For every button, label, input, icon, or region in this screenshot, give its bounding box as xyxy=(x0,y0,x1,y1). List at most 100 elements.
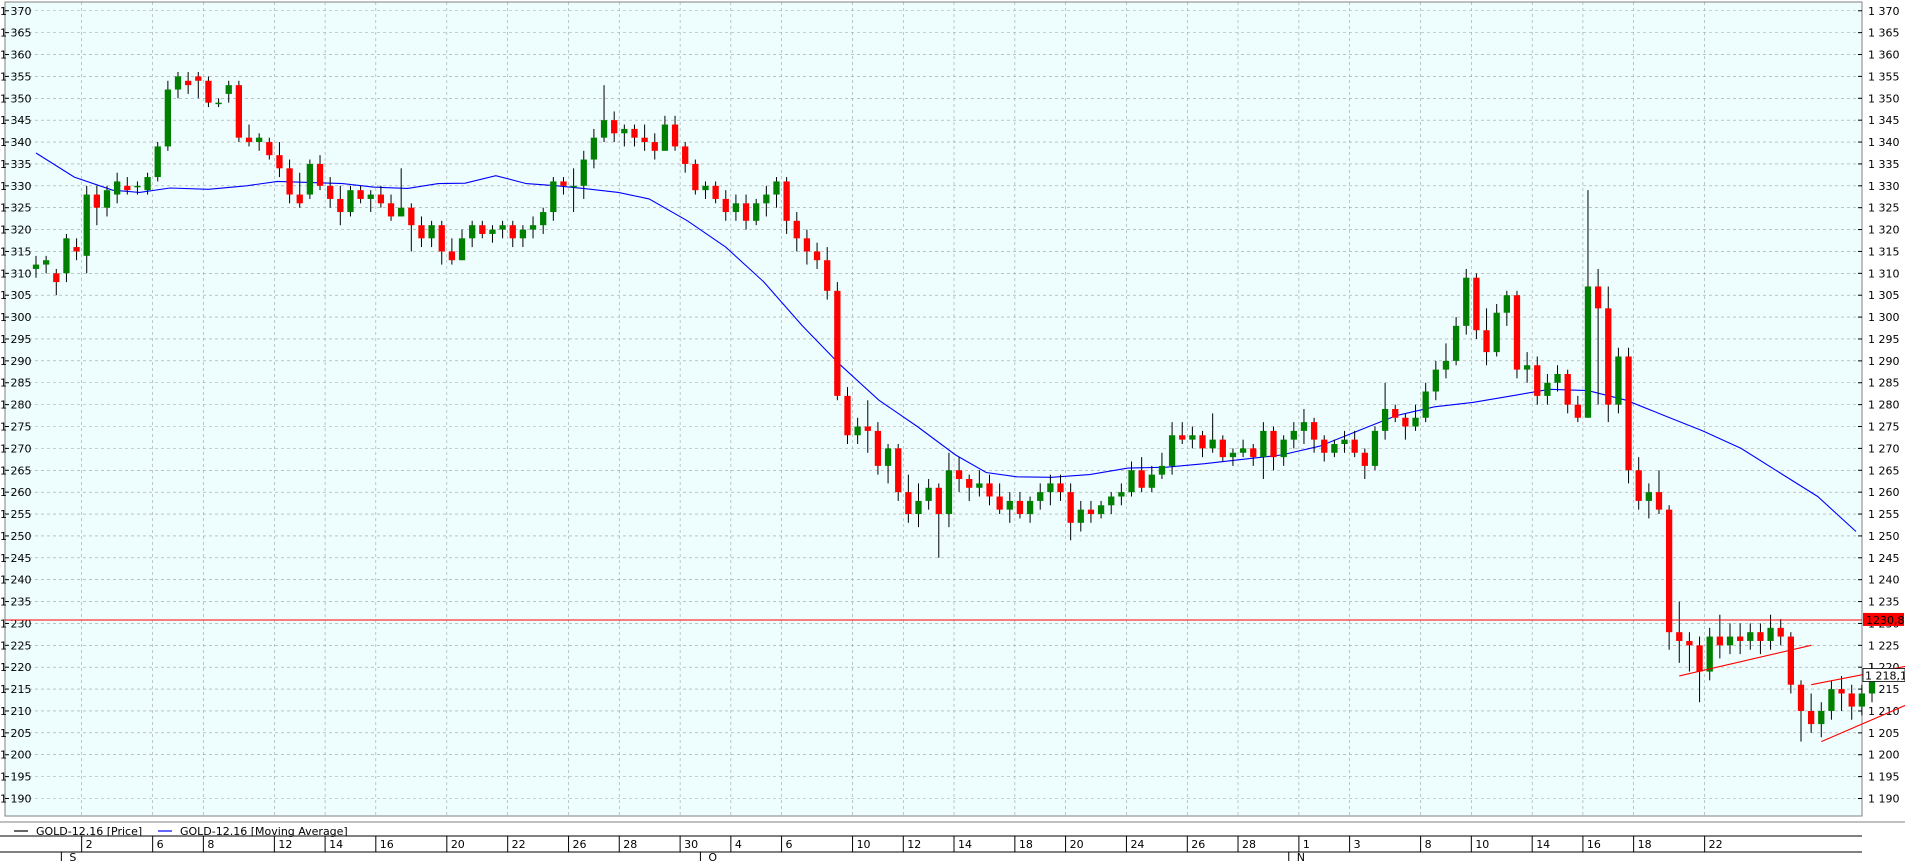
candle-body xyxy=(266,142,273,156)
level-label-box xyxy=(1863,612,1904,626)
candle-body xyxy=(803,238,811,252)
candle-body xyxy=(1108,496,1115,506)
y-tick-label-right: 1 295 xyxy=(1868,333,1900,346)
candle xyxy=(124,177,131,195)
candle-body xyxy=(63,238,70,274)
candle-body xyxy=(1097,505,1105,515)
candle-body xyxy=(1361,452,1368,466)
candle-body xyxy=(1219,439,1226,458)
x-tick-label: 4 xyxy=(735,838,742,851)
candle-body xyxy=(1209,439,1216,449)
candle xyxy=(1757,623,1764,655)
x-tick-label: 28 xyxy=(623,838,637,851)
candle-body xyxy=(1270,430,1277,458)
x-tick-label: 26 xyxy=(1191,838,1205,851)
candle-body xyxy=(1250,448,1257,458)
candle xyxy=(519,225,527,248)
candle-body xyxy=(1493,312,1500,353)
candle-body xyxy=(1168,435,1176,466)
candle-body xyxy=(428,225,435,239)
candle-body xyxy=(935,487,942,515)
candle xyxy=(469,220,476,248)
candle xyxy=(1696,636,1703,703)
candle-body xyxy=(925,487,932,501)
candle-body xyxy=(1331,444,1338,453)
candle xyxy=(398,168,405,217)
x-tick-label: 8 xyxy=(207,838,214,851)
candle-body xyxy=(1148,474,1155,488)
y-tick-label-left: 1 330 xyxy=(0,180,32,193)
candle-body xyxy=(1655,492,1663,510)
y-tick-label-left: 1 350 xyxy=(0,92,32,105)
candle-body xyxy=(722,198,729,213)
y-tick-label-left: 1 250 xyxy=(0,530,32,543)
candle-body xyxy=(1787,636,1794,685)
candle-body xyxy=(256,137,263,143)
y-tick-label-left: 1 300 xyxy=(0,311,32,324)
candle xyxy=(418,216,425,248)
candle xyxy=(1706,627,1713,681)
y-tick-label-right: 1 305 xyxy=(1868,289,1900,302)
candle xyxy=(1300,409,1308,445)
y-tick-label-right: 1 360 xyxy=(1868,49,1900,62)
candle-body xyxy=(1625,356,1632,471)
candle xyxy=(1108,492,1115,515)
candle xyxy=(895,444,902,501)
candle xyxy=(590,128,598,169)
candle xyxy=(1442,343,1450,379)
candle-body xyxy=(357,190,364,199)
candle xyxy=(509,220,516,248)
candle xyxy=(864,400,871,453)
candle xyxy=(266,137,273,160)
candle-body xyxy=(1706,636,1713,672)
y-tick-label-left: 1 275 xyxy=(0,421,32,434)
candle-body xyxy=(398,207,405,217)
candle-body xyxy=(1402,417,1409,427)
candle xyxy=(844,387,851,445)
y-tick-label-left: 1 245 xyxy=(0,552,32,565)
candle xyxy=(53,268,60,296)
y-tick-label-left: 1 335 xyxy=(0,158,32,171)
candle xyxy=(1371,426,1379,471)
x-tick-label: 20 xyxy=(451,838,465,851)
candle-body xyxy=(1239,448,1247,453)
candle xyxy=(195,72,202,99)
candle xyxy=(1584,190,1592,418)
candle xyxy=(1787,632,1794,694)
candle-body xyxy=(144,177,151,191)
candle-body xyxy=(1026,500,1034,515)
candle xyxy=(154,142,161,182)
candle xyxy=(1037,483,1044,510)
candle xyxy=(1726,623,1734,655)
candle xyxy=(884,444,892,484)
candle-body xyxy=(793,220,800,239)
candle xyxy=(1534,356,1541,405)
x-tick-label: 28 xyxy=(1242,838,1256,851)
candle-body xyxy=(671,124,679,147)
candle-body xyxy=(1818,710,1825,725)
y-tick-label-left: 1 255 xyxy=(0,508,32,521)
y-tick-label-right: 1 200 xyxy=(1868,749,1900,762)
candle xyxy=(702,181,709,199)
candle xyxy=(874,422,882,475)
candle xyxy=(1097,500,1105,519)
y-tick-label-left: 1 210 xyxy=(0,705,32,718)
candle xyxy=(1615,347,1622,414)
candle xyxy=(1432,360,1439,401)
candle-body xyxy=(1503,295,1510,313)
candle xyxy=(1452,317,1460,366)
candle xyxy=(1260,422,1267,480)
candle-body xyxy=(53,273,60,283)
candle xyxy=(286,159,293,204)
candle xyxy=(813,242,821,269)
candle-body xyxy=(1199,435,1206,449)
x-tick-label: 18 xyxy=(1019,838,1033,851)
y-tick-label-left: 1 220 xyxy=(0,661,32,674)
candle-body xyxy=(590,137,598,160)
x-tick-label: 10 xyxy=(1475,838,1489,851)
candle xyxy=(540,207,547,234)
candle xyxy=(1016,492,1024,519)
candle xyxy=(1838,675,1845,711)
y-tick-label-left: 1 320 xyxy=(0,224,32,237)
